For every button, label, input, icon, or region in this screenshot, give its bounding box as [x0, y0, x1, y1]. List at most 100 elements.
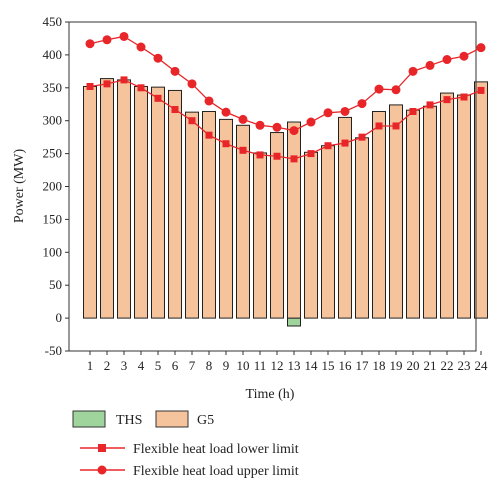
x-tick-label-15: 15 [322, 358, 335, 373]
upper-limit-marker-1 [85, 39, 95, 49]
x-tick-label-7: 7 [189, 358, 196, 373]
x-tick-label-3: 3 [121, 358, 128, 373]
g5-bar-15 [321, 145, 335, 319]
legend-marker-square [98, 444, 106, 452]
g5-bar-13 [287, 121, 301, 319]
x-tick-label-20: 20 [407, 358, 420, 373]
y-tick-label--50: -50 [45, 343, 62, 358]
x-tick-label-1: 1 [87, 358, 94, 373]
g5-bar-18 [372, 110, 386, 319]
lower-limit-marker-12 [273, 152, 281, 160]
x-tick-label-2: 2 [104, 358, 111, 373]
x-tick-label-5: 5 [155, 358, 162, 373]
g5-bar-12 [270, 132, 284, 319]
lower-limit-marker-8 [205, 131, 213, 139]
x-tick-label-9: 9 [223, 358, 230, 373]
g5-bar-8 [202, 110, 216, 319]
g5-bar-9 [219, 118, 233, 319]
legend-marker-circle [97, 465, 107, 475]
lower-limit-marker-11 [256, 151, 264, 159]
upper-limit-marker-19 [391, 85, 401, 95]
upper-limit-marker-17 [357, 99, 367, 109]
x-tick-label-8: 8 [206, 358, 213, 373]
lower-limit-marker-16 [341, 139, 349, 147]
lower-limit-marker-14 [307, 150, 315, 158]
upper-limit-marker-20 [408, 66, 418, 76]
g5-bar-3 [117, 79, 131, 319]
x-tick-label-14: 14 [305, 358, 319, 373]
lower-limit-marker-22 [443, 96, 451, 104]
upper-limit-marker-23 [459, 51, 469, 61]
y-tick-label-100: 100 [43, 244, 63, 259]
x-tick-label-12: 12 [271, 358, 284, 373]
g5-bar-10 [236, 124, 250, 319]
y-tick-label-50: 50 [49, 277, 62, 292]
x-tick-label-4: 4 [138, 358, 145, 373]
lower-limit-marker-23 [460, 93, 468, 101]
y-tick-label-150: 150 [43, 211, 63, 226]
lower-limit-marker-4 [137, 84, 145, 92]
g5-bar-11 [253, 152, 267, 319]
y-tick-label-0: 0 [56, 310, 63, 325]
lower-limit-marker-20 [409, 107, 417, 115]
upper-limit-marker-7 [187, 79, 197, 89]
lower-limit-marker-1 [86, 82, 94, 90]
x-tick-label-11: 11 [254, 358, 267, 373]
legend: THS G5 Flexible heat load lower limit Fl… [72, 410, 299, 479]
g5-bar-23 [457, 94, 471, 319]
upper-limit-marker-2 [102, 35, 112, 45]
lower-limit-marker-5 [154, 94, 162, 102]
y-tick-label-200: 200 [43, 179, 63, 194]
g5-bar-22 [440, 92, 454, 319]
g5-bar-20 [406, 109, 420, 319]
lower-limit-marker-9 [222, 140, 230, 148]
x-tick-label-21: 21 [424, 358, 437, 373]
g5-bar-2 [100, 78, 114, 319]
x-axis-title: Time (h) [246, 387, 295, 402]
upper-limit-line [89, 35, 482, 132]
g5-bar-14 [304, 151, 318, 319]
y-axis-title: Power (MW) [12, 149, 27, 224]
g5-bar-24 [474, 81, 488, 319]
y-tick-label-400: 400 [43, 47, 63, 62]
g5-bar-7 [185, 111, 199, 319]
upper-limit-marker-5 [153, 53, 163, 63]
x-tick-label-24: 24 [475, 358, 489, 373]
x-tick-label-13: 13 [288, 358, 301, 373]
lower-limit-marker-18 [375, 122, 383, 130]
ths-bar-13 [287, 317, 301, 327]
g5-bar-5 [151, 86, 165, 319]
g5-bar-17 [355, 137, 369, 319]
upper-limit-marker-14 [306, 117, 316, 127]
lower-limit-marker-19 [392, 122, 400, 130]
upper-limit-marker-22 [442, 55, 452, 65]
x-tick-label-16: 16 [339, 358, 353, 373]
legend-label-lower-limit: Flexible heat load lower limit [133, 442, 299, 457]
upper-limit-marker-24 [476, 43, 486, 53]
x-tick-label-10: 10 [237, 358, 250, 373]
lower-limit-marker-13 [290, 155, 298, 163]
lower-limit-marker-24 [477, 86, 485, 94]
upper-limit-marker-11 [255, 120, 265, 130]
lower-limit-marker-10 [239, 146, 247, 154]
legend-swatch-g5 [155, 410, 189, 428]
upper-limit-marker-10 [238, 114, 248, 124]
upper-limit-marker-4 [136, 42, 146, 52]
g5-bar-4 [134, 85, 148, 319]
lower-limit-marker-15 [324, 142, 332, 150]
upper-limit-marker-9 [221, 107, 231, 117]
legend-label-ths: THS [116, 413, 142, 428]
g5-bar-1 [83, 85, 97, 319]
upper-limit-marker-18 [374, 84, 384, 94]
upper-limit-marker-3 [119, 31, 129, 41]
lower-limit-marker-21 [426, 101, 434, 109]
lower-limit-marker-7 [188, 117, 196, 125]
lower-limit-marker-6 [171, 106, 179, 114]
g5-bar-19 [389, 104, 403, 319]
legend-label-upper-limit: Flexible heat load upper limit [133, 464, 299, 479]
y-tick-label-350: 350 [43, 80, 63, 95]
upper-limit-marker-16 [340, 106, 350, 116]
x-tick-label-22: 22 [441, 358, 454, 373]
